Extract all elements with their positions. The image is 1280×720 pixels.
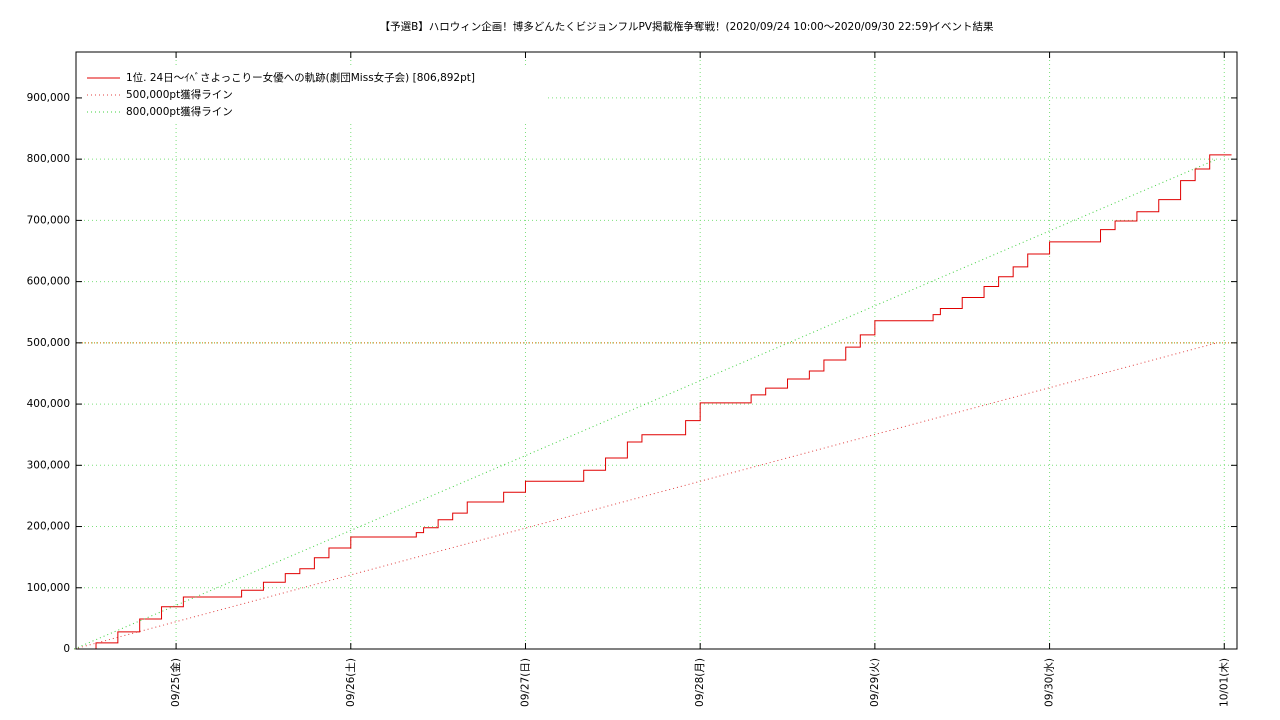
chart-subtitle: イベント結果 [931, 20, 994, 33]
series-line [74, 342, 1218, 650]
x-tick-label: 09/26(土) [344, 658, 357, 707]
chart-title: 【予選B】ハロウィン企画！博多どんたくビジョンフルPV掲載権争奪戦！(2020/… [380, 20, 933, 33]
y-tick-label: 400,000 [27, 398, 70, 410]
plot-frame [75, 51, 1238, 650]
legend: 1位. 24日〜ｲﾍﾞさよっこりー女優への軌跡(劇団Miss女子会) [806,… [80, 66, 546, 124]
x-tick-label: 09/27(日) [519, 658, 531, 707]
plot [73, 154, 1232, 650]
y-tick-label: 300,000 [27, 459, 70, 471]
y-tick-label: 0 [63, 643, 70, 655]
x-tick-label: 10/01(木) [1218, 658, 1230, 707]
series-line [88, 154, 1232, 650]
legend-box [80, 66, 546, 124]
y-tick-label: 700,000 [27, 214, 70, 226]
x-tick-label: 09/28(月) [694, 658, 706, 707]
y-tick-label: 600,000 [27, 276, 70, 288]
series-line [73, 158, 1218, 650]
legend-label: 800,000pt獲得ライン [126, 105, 233, 118]
y-tick-label: 500,000 [27, 337, 70, 349]
grid [76, 52, 1237, 650]
x-tick-label: 09/30(水) [1044, 658, 1056, 707]
legend-label: 500,000pt獲得ライン [126, 88, 233, 101]
y-tick-label: 200,000 [27, 521, 70, 533]
x-tick-label: 09/25(金) [169, 658, 182, 707]
y-tick-label: 800,000 [27, 153, 70, 165]
y-tick-label: 900,000 [27, 92, 70, 104]
legend-label: 1位. 24日〜ｲﾍﾞさよっこりー女優への軌跡(劇団Miss女子会) [806,… [126, 71, 475, 84]
y-tick-label: 100,000 [27, 582, 70, 594]
x-tick-label: 09/29(火) [869, 658, 881, 707]
